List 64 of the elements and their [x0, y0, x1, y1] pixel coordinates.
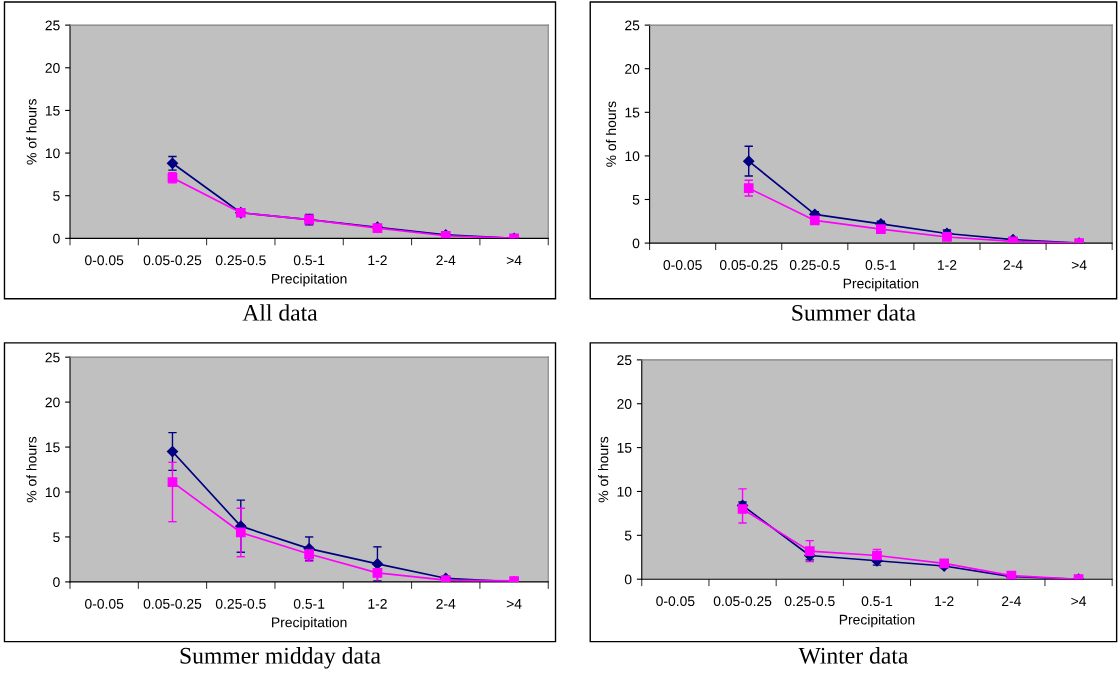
x-tick-label: 0.05-0.25 — [143, 255, 202, 266]
y-tick-label: 15 — [625, 107, 640, 118]
x-tick-label: 2-4 — [436, 598, 456, 609]
y-tick-label: 25 — [617, 355, 632, 366]
y-axis-title: % of hours — [26, 99, 37, 165]
x-tick-label: 0.05-0.25 — [719, 260, 778, 270]
y-tick-label: 20 — [45, 63, 60, 73]
y-tick-label: 5 — [632, 194, 640, 205]
y-tick-label: 5 — [53, 191, 60, 201]
x-tick-label: 1-2 — [935, 596, 954, 606]
x-tick-label: 2-4 — [436, 255, 456, 266]
x-tick-label: 1-2 — [368, 255, 387, 266]
x-tick-label: 0.25-0.5 — [215, 255, 266, 266]
x-tick-label: 0.25-0.5 — [215, 598, 266, 609]
y-tick-label: 10 — [45, 487, 60, 498]
y-tick-label: 15 — [617, 443, 632, 453]
x-tick-label: 0.05-0.25 — [143, 598, 202, 609]
y-tick-label: 20 — [45, 397, 60, 408]
x-tick-label: 0.5-1 — [293, 598, 325, 609]
text: Summer midday data — [180, 647, 381, 669]
text: Summer data — [792, 304, 916, 321]
y-axis-title: % of hours — [605, 101, 617, 167]
x-tick-label: 2-4 — [1003, 260, 1023, 270]
x-tick-label: >4 — [506, 255, 522, 266]
x-axis-title: Precipitation — [843, 278, 919, 292]
y-axis-title: % of hours — [598, 436, 609, 503]
x-tick-label: 0-0.05 — [85, 598, 124, 609]
y-tick-label: 25 — [625, 20, 640, 31]
x-tick-label: 0-0.05 — [656, 596, 695, 607]
y-tick-label: 5 — [53, 532, 60, 543]
y-tick-label: 0 — [624, 574, 632, 585]
y-tick-label: 25 — [45, 352, 60, 363]
y-tick-label: 0 — [632, 238, 640, 249]
x-axis-title: Precipitation — [839, 614, 915, 628]
x-tick-label: >4 — [1071, 596, 1087, 606]
x-axis-title: Precipitation — [272, 617, 347, 631]
x-tick-label: 2-4 — [1002, 596, 1021, 606]
x-tick-label: 0-0.05 — [85, 255, 124, 266]
text: Winter data — [798, 647, 909, 664]
y-tick-label: 20 — [625, 64, 640, 74]
y-tick-label: 0 — [53, 233, 60, 244]
x-tick-label: >4 — [506, 599, 522, 609]
x-tick-label: 0-0.05 — [663, 260, 702, 270]
y-tick-label: 20 — [617, 399, 632, 409]
y-tick-label: 15 — [45, 105, 60, 116]
x-tick-label: 0.5-1 — [293, 255, 325, 266]
text: All data — [242, 304, 318, 321]
y-tick-label: 10 — [625, 151, 640, 162]
y-tick-label: 10 — [45, 148, 60, 159]
x-tick-label: 0.05-0.25 — [713, 596, 772, 607]
y-tick-label: 5 — [624, 530, 632, 541]
y-tick-label: 0 — [53, 577, 60, 588]
y-tick-label: 25 — [45, 20, 60, 31]
y-axis-title: % of hours — [26, 436, 37, 503]
x-tick-label: 1-2 — [368, 598, 387, 609]
y-tick-label: 15 — [45, 442, 60, 453]
y-tick-label: 10 — [617, 486, 632, 497]
x-tick-label: 0.5-1 — [865, 260, 897, 270]
x-tick-label: 0.25-0.5 — [784, 596, 835, 607]
x-axis-title: Precipitation — [272, 273, 347, 287]
x-tick-label: 1-2 — [937, 260, 957, 270]
x-tick-label: 0.5-1 — [861, 596, 893, 607]
x-tick-label: >4 — [1071, 260, 1087, 270]
x-tick-label: 0.25-0.5 — [789, 260, 840, 270]
